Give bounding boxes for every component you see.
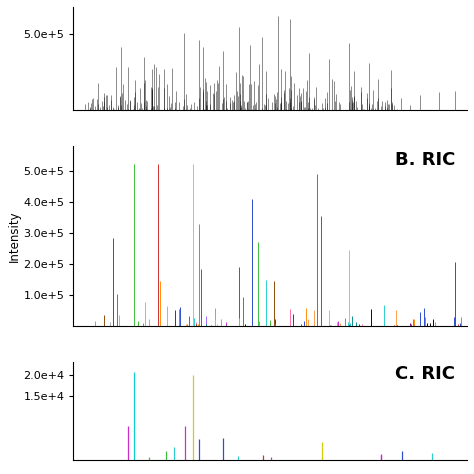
Text: B. RIC: B. RIC: [395, 151, 455, 169]
Text: C. RIC: C. RIC: [395, 365, 455, 383]
Y-axis label: Intensity: Intensity: [8, 210, 21, 262]
